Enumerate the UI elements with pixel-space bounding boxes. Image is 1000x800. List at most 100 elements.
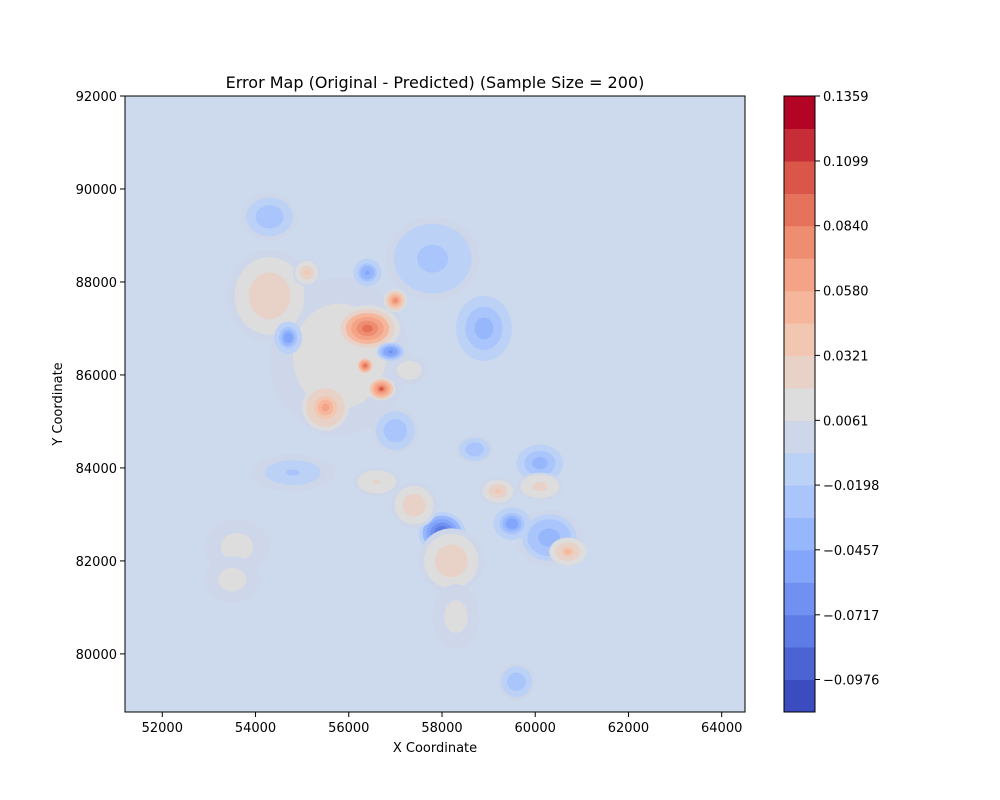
error-contour-blob	[372, 407, 419, 454]
y-axis: 80000 82000 84000 86000 88000 90000 92000	[76, 90, 125, 663]
error-contour-band	[406, 367, 413, 373]
error-contour-blob	[241, 193, 298, 241]
error-contour-band	[445, 555, 457, 567]
x-tick-label: 62000	[608, 721, 649, 736]
colorbar-band	[784, 160, 815, 194]
error-contour-band	[494, 488, 502, 494]
y-tick-label: 90000	[76, 183, 117, 198]
error-contour-blob	[353, 258, 382, 287]
colorbar-tick-label: 0.0061	[823, 414, 869, 429]
error-contour-blob	[516, 472, 564, 501]
colorbar-band	[784, 355, 815, 389]
error-contour-blob	[274, 321, 303, 355]
error-contour-blob	[497, 663, 536, 701]
error-contour-band	[379, 386, 384, 391]
error-contour-band	[327, 343, 352, 370]
colorbar-band	[784, 387, 815, 421]
error-contour-band	[410, 501, 418, 509]
error-contour-band	[264, 213, 275, 221]
colorbar-tick-label: 0.0580	[823, 285, 869, 300]
plot-area	[124, 95, 746, 713]
colorbar-band	[784, 225, 815, 259]
error-contour-blob	[418, 528, 484, 594]
error-contour-band	[227, 575, 237, 584]
colorbar-band	[784, 452, 815, 486]
colorbar-band	[784, 128, 815, 162]
colorbar-tick-label: 0.1099	[823, 155, 869, 170]
colorbar-band	[784, 323, 815, 356]
error-contour-band	[365, 270, 370, 275]
error-contour-band	[479, 323, 489, 334]
colorbar-band	[784, 549, 815, 583]
error-contour-blob	[390, 481, 438, 529]
error-contour-blob	[355, 356, 375, 375]
error-contour-blob	[227, 249, 312, 343]
error-contour-blob	[292, 258, 321, 287]
colorbar-tick-label: 0.1359	[823, 90, 869, 105]
x-tick-label: 64000	[701, 721, 742, 736]
error-contour-blob	[367, 377, 396, 401]
colorbar-frame	[783, 95, 816, 713]
colorbar-tick-label: −0.0457	[823, 544, 879, 559]
colorbar-band	[784, 258, 815, 292]
error-contour-band	[508, 521, 516, 527]
colorbar-band	[784, 679, 815, 713]
error-contour-blob	[455, 435, 494, 464]
error-contour-band	[262, 288, 277, 304]
colorbar-band	[784, 96, 815, 129]
error-contour-band	[285, 335, 291, 341]
error-contour-band	[363, 364, 367, 368]
error-contour-blob	[353, 467, 401, 496]
error-contour-blob	[549, 537, 587, 566]
colorbar-band	[784, 582, 815, 616]
colorbar-band	[784, 193, 815, 227]
error-contour-band	[393, 298, 398, 303]
y-axis-label: Y Coordinate	[51, 362, 66, 446]
error-contour-blob	[204, 556, 261, 603]
error-contour-band	[424, 251, 441, 266]
chart-title: Error Map (Original - Predicted) (Sample…	[226, 73, 645, 92]
error-contour-blob	[493, 507, 531, 540]
error-contour-band	[513, 678, 520, 685]
error-contour-band	[471, 447, 478, 452]
error-contour-blob	[386, 216, 480, 301]
error-contour-band	[304, 270, 310, 275]
x-axis-label: X Coordinate	[393, 741, 477, 756]
error-contour-blob	[383, 288, 408, 313]
error-contour-band	[452, 611, 460, 623]
colorbar-tick-label: 0.0840	[823, 220, 869, 235]
colorbar-tick-label: 0.0321	[823, 349, 869, 364]
error-contour-blob	[432, 584, 480, 650]
error-contour-blob	[479, 477, 517, 506]
error-contour-band	[285, 469, 300, 476]
colorbar-band	[784, 290, 815, 324]
y-tick-label: 88000	[76, 276, 117, 291]
colorbar-band	[784, 614, 815, 648]
error-contour-band	[231, 542, 243, 552]
colorbar-band	[784, 647, 815, 681]
error-contour-blob	[334, 305, 401, 352]
colorbar-band	[784, 517, 815, 551]
x-tick-label: 56000	[328, 721, 369, 736]
colorbar-band	[784, 420, 815, 454]
plot-frame	[124, 95, 746, 713]
error-contour-blob	[455, 295, 512, 361]
y-tick-label: 82000	[76, 555, 117, 570]
colorbar-tick-label: −0.0976	[823, 674, 879, 689]
error-contour-blob	[390, 356, 429, 385]
y-tick-label: 86000	[76, 369, 117, 384]
x-tick-label: 54000	[235, 721, 276, 736]
error-contour-blob	[250, 453, 335, 492]
colorbar-tick-label: −0.0198	[823, 479, 879, 494]
error-contour-band	[536, 460, 544, 467]
y-tick-label: 84000	[76, 462, 117, 477]
y-tick-label: 80000	[76, 648, 117, 663]
error-contour-blob	[376, 342, 405, 361]
colorbar-tick-label: −0.0717	[823, 609, 879, 624]
error-contour-band	[388, 350, 394, 354]
x-tick-label: 52000	[142, 721, 183, 736]
error-contour-band	[536, 484, 544, 489]
colorbar: −0.0976 −0.0717 −0.0457 −0.0198 0.0061 0.0321…	[783, 90, 879, 713]
colorbar-band	[784, 485, 815, 519]
